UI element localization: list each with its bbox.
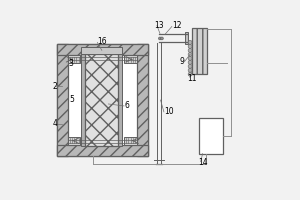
Bar <box>57 44 148 55</box>
Bar <box>68 55 80 63</box>
Bar <box>57 145 148 156</box>
Bar <box>124 137 137 145</box>
Circle shape <box>160 37 163 40</box>
Bar <box>57 44 148 156</box>
Bar <box>82 47 122 54</box>
Circle shape <box>188 44 192 48</box>
Bar <box>82 54 86 146</box>
Text: 3: 3 <box>69 59 74 68</box>
Text: 6: 6 <box>124 101 129 110</box>
Bar <box>68 137 80 145</box>
Bar <box>192 28 207 74</box>
Circle shape <box>158 37 161 40</box>
Bar <box>124 55 137 63</box>
Bar <box>57 44 68 156</box>
Bar <box>68 55 137 145</box>
Bar <box>137 44 148 156</box>
Bar <box>185 32 188 44</box>
Bar <box>118 54 122 146</box>
Circle shape <box>188 60 192 64</box>
Circle shape <box>188 72 192 76</box>
Circle shape <box>188 56 192 60</box>
Text: 16: 16 <box>98 37 107 46</box>
Bar <box>85 54 118 146</box>
Circle shape <box>188 64 192 68</box>
Text: 5: 5 <box>70 95 74 104</box>
Text: 11: 11 <box>187 74 196 83</box>
Circle shape <box>188 48 192 52</box>
Text: 10: 10 <box>164 107 173 116</box>
Circle shape <box>188 40 192 44</box>
Text: 14: 14 <box>199 158 208 167</box>
Text: 4: 4 <box>53 119 58 128</box>
Text: 13: 13 <box>154 21 164 30</box>
Text: 9: 9 <box>180 57 185 66</box>
Circle shape <box>188 52 192 56</box>
Text: 2: 2 <box>53 82 57 91</box>
Circle shape <box>188 68 192 72</box>
Bar <box>199 118 224 154</box>
Text: 12: 12 <box>172 21 181 30</box>
